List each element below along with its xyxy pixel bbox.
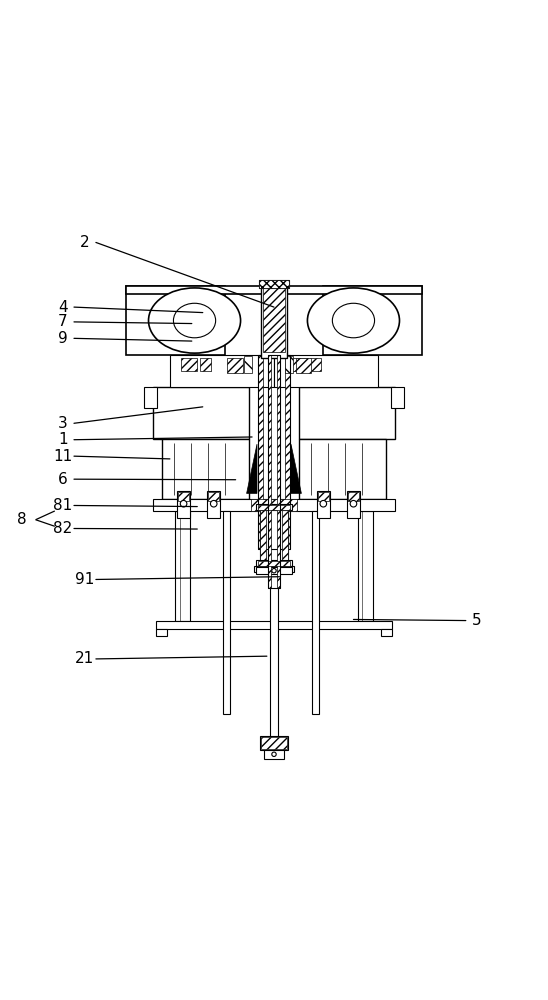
Bar xyxy=(175,511,190,621)
Bar xyxy=(126,286,422,294)
Bar xyxy=(260,508,288,563)
Bar xyxy=(268,355,280,588)
Text: 4: 4 xyxy=(58,300,68,315)
Text: 1: 1 xyxy=(58,432,68,447)
Bar xyxy=(259,280,289,288)
Bar xyxy=(144,387,157,408)
Bar xyxy=(258,355,290,549)
Bar xyxy=(156,621,392,629)
Text: 2: 2 xyxy=(80,235,90,250)
Bar xyxy=(256,567,292,574)
Text: 6: 6 xyxy=(58,472,68,487)
Bar xyxy=(261,737,287,749)
Bar xyxy=(261,286,287,358)
Text: 5: 5 xyxy=(472,613,482,628)
Bar xyxy=(347,491,360,518)
Text: 91: 91 xyxy=(75,572,95,587)
Bar xyxy=(156,629,167,636)
Bar xyxy=(126,286,225,355)
Bar xyxy=(254,566,294,572)
Bar xyxy=(391,387,404,408)
Circle shape xyxy=(272,568,276,573)
Bar xyxy=(258,355,263,549)
Bar xyxy=(153,499,395,511)
Circle shape xyxy=(350,500,357,507)
Bar xyxy=(358,511,373,621)
Ellipse shape xyxy=(332,303,375,338)
Bar xyxy=(282,508,288,563)
Text: 9: 9 xyxy=(58,331,68,346)
Bar xyxy=(208,492,219,501)
Bar xyxy=(258,561,290,566)
Bar xyxy=(170,355,274,387)
Bar xyxy=(299,439,386,499)
Circle shape xyxy=(272,752,276,756)
Bar xyxy=(258,505,290,510)
Circle shape xyxy=(180,500,187,507)
Bar xyxy=(263,286,285,352)
Bar xyxy=(285,356,293,373)
Bar xyxy=(348,492,359,501)
Bar xyxy=(274,355,378,387)
Bar xyxy=(259,280,289,288)
Bar xyxy=(162,439,249,499)
Bar xyxy=(312,511,319,714)
Bar xyxy=(310,358,321,371)
Bar xyxy=(200,358,211,371)
Bar xyxy=(251,499,297,511)
Bar xyxy=(244,356,252,373)
Bar xyxy=(277,355,280,588)
Bar xyxy=(260,508,266,563)
Bar xyxy=(227,358,243,373)
Bar xyxy=(323,286,422,355)
Bar xyxy=(256,504,292,510)
Bar xyxy=(260,736,288,750)
Bar xyxy=(381,629,392,636)
Circle shape xyxy=(210,500,217,507)
Ellipse shape xyxy=(149,288,241,353)
Text: 21: 21 xyxy=(75,651,95,666)
Bar xyxy=(318,492,329,501)
Ellipse shape xyxy=(307,288,399,353)
Bar xyxy=(207,491,220,518)
Bar xyxy=(223,511,230,714)
Circle shape xyxy=(320,500,327,507)
Text: 3: 3 xyxy=(58,416,68,431)
Bar xyxy=(296,358,311,373)
Text: 82: 82 xyxy=(53,521,73,536)
Bar xyxy=(268,355,271,588)
Bar xyxy=(317,491,330,518)
Bar xyxy=(153,387,249,439)
Bar xyxy=(264,750,284,759)
Bar xyxy=(290,358,307,371)
Bar xyxy=(299,387,395,439)
Bar xyxy=(256,560,292,566)
Bar xyxy=(181,358,197,371)
Bar xyxy=(178,492,189,501)
Bar xyxy=(177,491,190,518)
Text: 7: 7 xyxy=(58,314,68,329)
Text: 11: 11 xyxy=(53,449,73,464)
Bar xyxy=(270,572,278,739)
Ellipse shape xyxy=(173,303,216,338)
Text: 8: 8 xyxy=(17,512,27,527)
Polygon shape xyxy=(291,444,301,493)
Text: 81: 81 xyxy=(53,498,73,513)
Bar xyxy=(285,355,290,549)
Polygon shape xyxy=(247,444,257,493)
